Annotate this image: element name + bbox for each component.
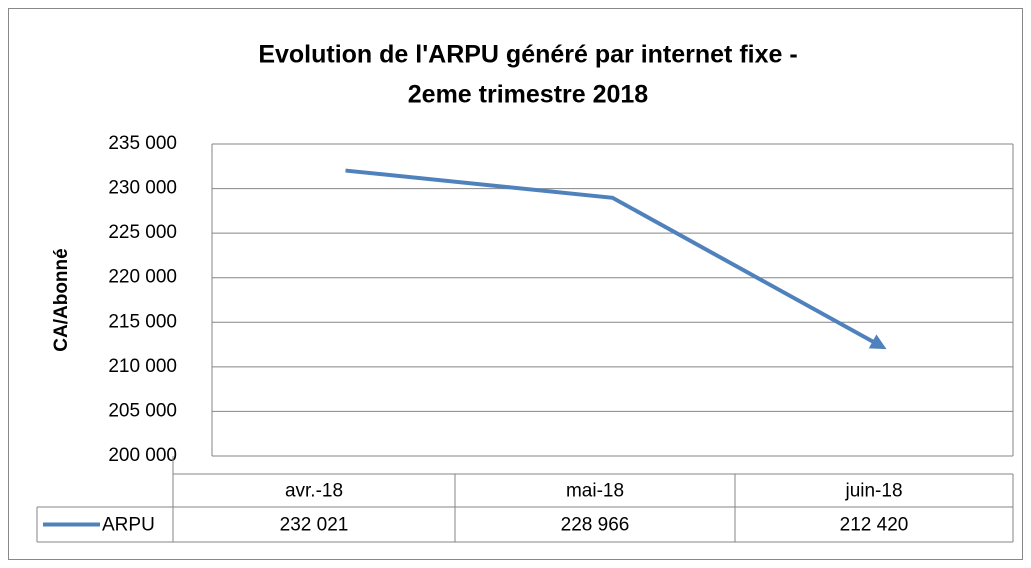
chart-title: Evolution de l'ARPU généré par internet … <box>258 41 797 69</box>
table-value: 232 021 <box>280 515 349 536</box>
y-tick-label: 235 000 <box>108 133 177 154</box>
y-tick-label: 215 000 <box>108 311 177 332</box>
chart-title: 2eme trimestre 2018 <box>408 81 649 109</box>
y-axis-label: CA/Abonné <box>51 248 72 351</box>
chart-border <box>8 8 1023 560</box>
series-line <box>345 168 887 350</box>
y-tick-label: 225 000 <box>108 222 177 243</box>
y-tick-label: 230 000 <box>108 178 177 199</box>
legend-label: ARPU <box>102 515 155 536</box>
table-value: 228 966 <box>561 515 630 536</box>
x-tick-label: mai-18 <box>566 481 624 502</box>
y-tick-label: 210 000 <box>108 356 177 377</box>
y-tick-label: 205 000 <box>108 400 177 421</box>
y-tick-label: 220 000 <box>108 267 177 288</box>
x-tick-label: juin-18 <box>844 481 902 502</box>
table-value: 212 420 <box>840 515 909 536</box>
x-tick-label: avr.-18 <box>285 481 343 502</box>
y-tick-label: 200 000 <box>108 445 177 466</box>
